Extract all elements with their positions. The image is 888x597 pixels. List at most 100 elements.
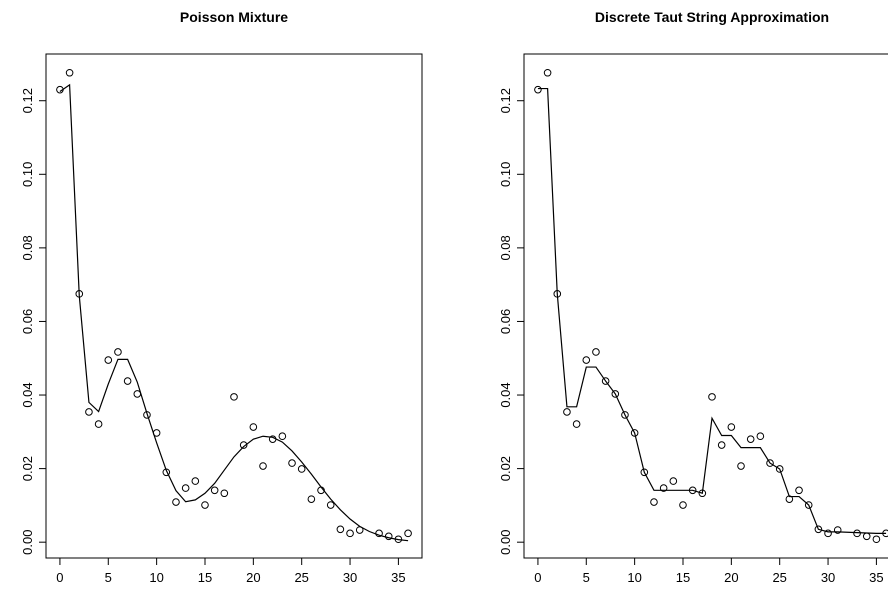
data-point bbox=[814, 525, 823, 534]
data-point bbox=[679, 501, 687, 509]
fit-line bbox=[537, 87, 887, 534]
data-point bbox=[572, 420, 581, 428]
data-point bbox=[278, 432, 287, 441]
data-point bbox=[75, 290, 84, 298]
data-point bbox=[375, 529, 383, 538]
data-point bbox=[56, 85, 64, 94]
data-point bbox=[326, 501, 335, 509]
data-point bbox=[563, 408, 571, 416]
data-point bbox=[882, 529, 888, 538]
data-point bbox=[336, 525, 345, 534]
data-point bbox=[717, 441, 726, 449]
data-point bbox=[162, 468, 171, 477]
y-tick-label: 0.06 bbox=[498, 309, 513, 334]
data-point bbox=[640, 468, 649, 477]
data-point bbox=[582, 356, 591, 364]
y-tick-label: 0.00 bbox=[498, 530, 513, 555]
data-point bbox=[775, 465, 784, 473]
x-tick-label: 30 bbox=[343, 570, 357, 585]
x-tick-label: 15 bbox=[676, 570, 690, 585]
data-point bbox=[630, 429, 639, 437]
x-tick-label: 15 bbox=[198, 570, 212, 585]
x-tick-label: 25 bbox=[772, 570, 786, 585]
data-point bbox=[384, 532, 393, 541]
y-tick-label: 0.06 bbox=[20, 309, 35, 334]
data-point bbox=[288, 459, 296, 467]
data-point bbox=[698, 489, 707, 498]
data-point bbox=[104, 356, 113, 364]
x-tick-label: 20 bbox=[724, 570, 738, 585]
x-tick-label: 35 bbox=[869, 570, 883, 585]
data-point bbox=[534, 85, 542, 94]
y-tick-label: 0.12 bbox=[20, 88, 35, 113]
data-point bbox=[688, 486, 697, 495]
data-point bbox=[220, 489, 229, 498]
data-point bbox=[553, 290, 562, 298]
data-point bbox=[65, 68, 74, 77]
x-tick-label: 0 bbox=[56, 570, 63, 585]
x-tick-label: 10 bbox=[627, 570, 641, 585]
data-point bbox=[85, 408, 93, 416]
data-point bbox=[592, 348, 600, 356]
data-point bbox=[249, 423, 258, 431]
data-point bbox=[727, 423, 736, 431]
x-tick-label: 5 bbox=[583, 570, 590, 585]
y-tick-label: 0.02 bbox=[20, 456, 35, 481]
data-point bbox=[355, 526, 364, 534]
data-point bbox=[181, 484, 190, 492]
data-point bbox=[172, 498, 180, 506]
data-point bbox=[201, 501, 209, 509]
data-point bbox=[404, 529, 412, 538]
x-tick-label: 20 bbox=[246, 570, 260, 585]
y-tick-label: 0.02 bbox=[498, 456, 513, 481]
data-point bbox=[152, 429, 161, 437]
y-tick-label: 0.08 bbox=[498, 235, 513, 260]
data-point bbox=[94, 420, 103, 428]
data-point bbox=[737, 462, 745, 470]
data-point bbox=[766, 459, 774, 467]
chart-title: Poisson Mixture bbox=[180, 9, 288, 25]
plot-box bbox=[523, 53, 888, 559]
x-tick-label: 5 bbox=[105, 570, 112, 585]
x-tick-label: 10 bbox=[149, 570, 163, 585]
y-tick-label: 0.04 bbox=[498, 382, 513, 407]
data-point bbox=[259, 462, 267, 470]
data-point bbox=[210, 486, 219, 495]
data-point bbox=[708, 393, 716, 401]
data-point bbox=[268, 435, 277, 443]
data-point bbox=[669, 477, 678, 485]
data-point bbox=[239, 441, 248, 449]
plot-box bbox=[45, 53, 423, 559]
data-point bbox=[804, 501, 813, 509]
data-point bbox=[133, 390, 142, 398]
data-point bbox=[297, 465, 306, 473]
y-tick-label: 0.10 bbox=[498, 162, 513, 187]
data-point bbox=[872, 535, 881, 544]
data-point bbox=[394, 535, 403, 544]
x-tick-label: 35 bbox=[391, 570, 405, 585]
data-point bbox=[543, 68, 552, 77]
data-point bbox=[346, 529, 354, 538]
data-point bbox=[123, 377, 132, 385]
y-tick-label: 0.12 bbox=[498, 88, 513, 113]
data-point bbox=[114, 348, 122, 356]
data-point bbox=[659, 484, 668, 492]
y-tick-label: 0.04 bbox=[20, 382, 35, 407]
data-point bbox=[307, 495, 316, 503]
data-point bbox=[824, 529, 832, 538]
data-point bbox=[795, 486, 803, 495]
data-point bbox=[230, 393, 238, 401]
data-point bbox=[853, 529, 861, 538]
data-point bbox=[756, 432, 765, 441]
data-point bbox=[317, 486, 325, 495]
data-point bbox=[601, 377, 610, 385]
x-tick-label: 0 bbox=[534, 570, 541, 585]
y-tick-label: 0.08 bbox=[20, 235, 35, 260]
fit-line bbox=[59, 83, 409, 542]
chart-title: Discrete Taut String Approximation bbox=[595, 9, 829, 25]
data-point bbox=[611, 390, 620, 398]
data-point bbox=[833, 526, 842, 534]
data-point bbox=[191, 477, 200, 485]
data-point bbox=[143, 411, 151, 419]
